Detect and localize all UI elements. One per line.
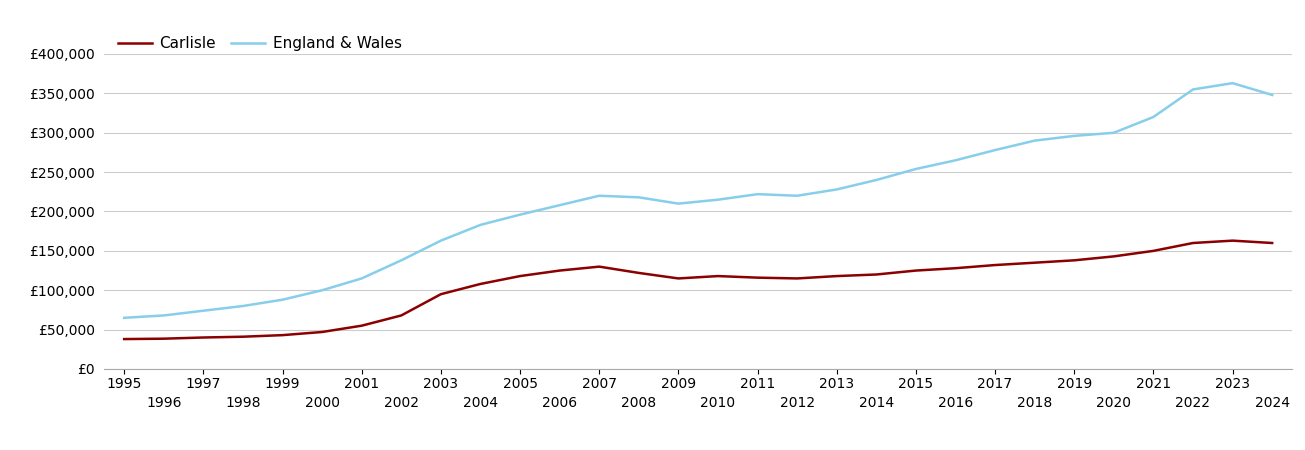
Legend: Carlisle, England & Wales: Carlisle, England & Wales [112, 30, 407, 57]
